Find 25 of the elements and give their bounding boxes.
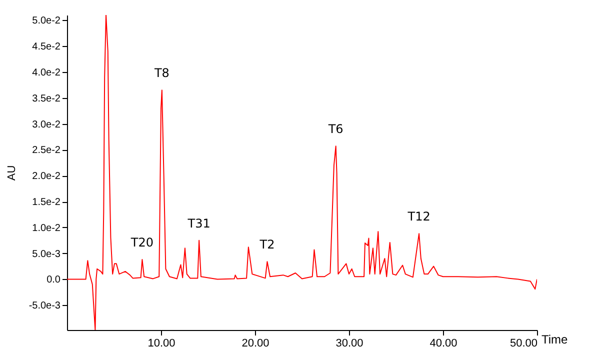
y-tick-label: 3.0e-2 bbox=[32, 119, 61, 130]
y-tick-label: 5.0e-3 bbox=[32, 248, 61, 260]
annotation: T20 bbox=[130, 236, 154, 250]
y-tick-label: 4.5e-2 bbox=[32, 42, 61, 53]
annotation: T12 bbox=[406, 210, 430, 224]
y-tick-label: 2.0e-2 bbox=[32, 171, 61, 182]
annotation: T8 bbox=[153, 66, 170, 80]
y-tick-label: 4.0e-2 bbox=[32, 67, 61, 78]
x-tick-label: 50.00 bbox=[510, 338, 538, 350]
annotation: T6 bbox=[327, 122, 344, 136]
y-tick-label: 3.5e-2 bbox=[32, 93, 61, 104]
x-tick-label: 10.00 bbox=[148, 338, 176, 350]
y-tick-label: 5.0e-2 bbox=[32, 16, 61, 27]
y-tick-label: 0.0 bbox=[46, 274, 61, 286]
y-axis-title: AU bbox=[6, 165, 18, 181]
x-tick-label: 30.00 bbox=[336, 338, 364, 350]
y-tick-label: 2.5e-2 bbox=[32, 145, 61, 156]
y-tick-label: 1.5e-2 bbox=[32, 197, 61, 208]
annotation: T31 bbox=[186, 216, 210, 230]
y-tick-label: -5.0e-3 bbox=[28, 300, 61, 312]
x-tick-label: 40.00 bbox=[430, 338, 458, 350]
x-tick-label: 20.00 bbox=[242, 338, 270, 350]
annotation: T2 bbox=[258, 238, 275, 252]
y-tick-label: 1.0e-2 bbox=[32, 222, 61, 234]
x-axis-title: Time bbox=[542, 332, 568, 346]
